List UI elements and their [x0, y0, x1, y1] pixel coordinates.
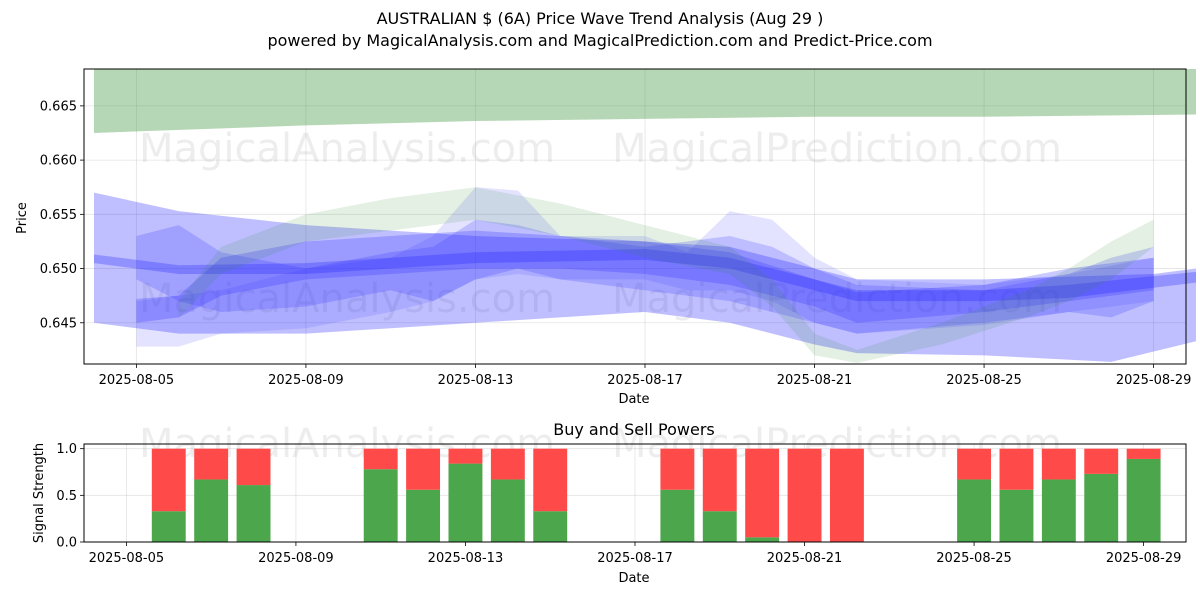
sell-bar	[236, 448, 271, 486]
top-x-axis-label: Date	[618, 392, 649, 407]
bottom-x-axis-label: Date	[618, 571, 649, 586]
watermark-analysis-mid: MagicalAnalysis.com	[139, 276, 555, 322]
top-y-axis-label: Price	[15, 202, 30, 234]
sell-bar	[406, 448, 441, 490]
buy-bar	[999, 489, 1034, 542]
top-y-tick-label: 0.645	[40, 316, 77, 331]
chart-subtitle: powered by MagicalAnalysis.com and Magic…	[267, 31, 933, 50]
sell-bar	[829, 448, 864, 542]
bottom-y-axis-label: Signal Strength	[32, 443, 47, 543]
top-x-tick-label: 2025-08-13	[438, 373, 514, 388]
top-x-tick-label: 2025-08-05	[99, 373, 175, 388]
top-x-tick-label: 2025-08-17	[607, 373, 683, 388]
sell-bar	[1041, 448, 1076, 480]
bottom-x-tick-label: 2025-08-09	[258, 551, 334, 566]
sell-bar	[151, 448, 186, 512]
buy-bar	[490, 479, 525, 542]
bottom-x-tick-label: 2025-08-29	[1106, 551, 1182, 566]
buy-bar	[1084, 473, 1119, 542]
bottom-y-tick-label: 0.5	[56, 489, 77, 504]
top-axes: 2025-08-05 2025-08-09 2025-08-13 2025-08-17…	[40, 68, 1192, 388]
buy-sell-bars	[151, 448, 1161, 542]
buy-bar	[194, 479, 229, 542]
bottom-axes: 2025-08-05 2025-08-09 2025-08-13 2025-08-17…	[56, 442, 1187, 566]
bottom-y-tick-label: 0.0	[56, 536, 77, 551]
bottom-x-tick-label: 2025-08-21	[767, 551, 843, 566]
bottom-x-tick-label: 2025-08-05	[89, 551, 165, 566]
top-y-tick-label: 0.655	[40, 208, 77, 223]
top-grid	[84, 69, 1186, 364]
sell-bar	[194, 448, 229, 480]
top-x-tick-label: 2025-08-09	[268, 373, 344, 388]
top-x-tick-label: 2025-08-21	[777, 373, 853, 388]
sell-bar	[660, 448, 695, 490]
sell-bar	[957, 448, 992, 480]
sell-bar	[1084, 448, 1119, 474]
sell-bar	[999, 448, 1034, 490]
buy-bar	[236, 485, 271, 542]
buy-bar	[363, 469, 398, 542]
sell-bar	[1126, 448, 1161, 459]
wave-band-blue-5	[136, 187, 1154, 347]
sell-bar	[448, 448, 483, 464]
buy-bar	[1041, 479, 1076, 542]
watermark-prediction-top: MagicalPrediction.com	[612, 126, 1062, 172]
wave-band-blue-4	[136, 219, 1154, 334]
top-x-tick-label: 2025-08-29	[1116, 373, 1192, 388]
sell-bar	[490, 448, 525, 480]
buy-bar	[151, 511, 186, 542]
buy-bar	[957, 479, 992, 542]
wave-band-blue-2	[94, 249, 1196, 302]
sell-bar	[787, 448, 822, 542]
top-x-tick-label: 2025-08-25	[946, 373, 1022, 388]
buy-bar	[702, 511, 737, 542]
buy-bar	[745, 537, 780, 542]
price-wave-bands	[94, 69, 1196, 363]
sell-bar	[533, 448, 568, 512]
watermark-analysis-top: MagicalAnalysis.com	[139, 126, 555, 172]
bottom-x-tick-label: 2025-08-13	[428, 551, 504, 566]
buy-bar	[448, 463, 483, 542]
sell-bar	[745, 448, 780, 538]
top-y-tick-label: 0.665	[40, 99, 77, 114]
wave-band-blue-1	[94, 192, 1196, 362]
buy-bar	[1126, 458, 1161, 542]
top-y-tick-label: 0.660	[40, 154, 77, 169]
watermark-prediction-mid: MagicalPrediction.com	[612, 276, 1062, 322]
buy-bar	[533, 511, 568, 542]
bottom-x-tick-label: 2025-08-17	[597, 551, 673, 566]
buy-bar	[660, 489, 695, 542]
chart-title: AUSTRALIAN $ (6A) Price Wave Trend Analy…	[376, 9, 824, 28]
bottom-y-tick-label: 1.0	[56, 442, 77, 457]
wave-band-green-0	[94, 69, 1196, 133]
top-y-tick-label: 0.650	[40, 262, 77, 277]
bottom-chart-title: Buy and Sell Powers	[553, 420, 715, 439]
sell-bar	[702, 448, 737, 512]
wave-band-blue-3	[136, 230, 1154, 323]
sell-bar	[363, 448, 398, 470]
buy-bar	[406, 489, 441, 542]
bottom-x-tick-label: 2025-08-25	[936, 551, 1012, 566]
bottom-plot-frame	[83, 443, 1187, 543]
top-plot-frame	[83, 68, 1187, 365]
